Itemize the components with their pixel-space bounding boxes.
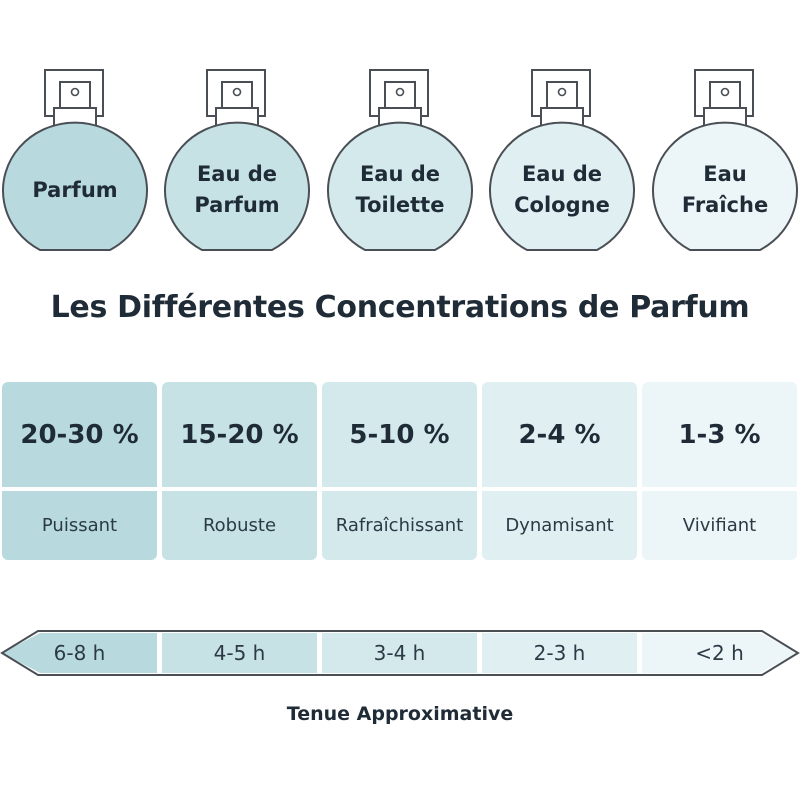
bottle-icon [2,69,148,251]
duration-label: 4-5 h [213,641,266,665]
duration-segment [482,633,637,673]
perfume-bottle: Eau Fraîche [650,68,800,258]
divider [322,487,477,491]
duration-segment [162,633,317,673]
bottle-icon [652,69,798,251]
duration-segment [642,633,797,673]
divider [2,487,157,491]
page-title: Les Différentes Concentrations de Parfum [50,290,750,325]
duration-label: 3-4 h [373,641,426,665]
perfume-bottle: Eau de Parfum [162,68,312,258]
concentration-description: Robuste [202,515,277,536]
concentration-column: 5-10 % Rafraîchissant [322,382,477,560]
bottle-label: Parfum [32,177,118,202]
concentration-description: Dynamisant [505,515,614,536]
perfume-bottle: Eau de Toilette [325,68,475,258]
bottle-icon [164,69,310,251]
divider [162,487,317,491]
bottle-icon [327,69,473,251]
arrow-outline [0,630,800,676]
perfume-bottle: Parfum [0,68,150,258]
concentration-description: Vivifiant [682,515,757,536]
bottle-label: Eau de Toilette [355,162,445,217]
bottle-label: Eau de Cologne [514,162,610,217]
concentration-description: Puissant [41,515,118,536]
duration-label: <2 h [695,641,744,665]
perfume-bottle: Eau de Cologne [487,68,637,258]
concentration-percent: 1-3 % [678,419,761,450]
bottle-label: Eau Fraîche [681,162,769,217]
duration-segment [322,633,477,673]
duration-label: 6-8 h [53,641,106,665]
duration-segment [2,633,157,673]
bottle-icon [489,69,635,251]
duration-title: Tenue Approximative [286,703,514,725]
duration-label: 2-3 h [533,641,586,665]
divider [642,487,797,491]
divider [482,487,637,491]
concentration-percent: 20-30 % [20,419,139,450]
concentration-column: 2-4 % Dynamisant [482,382,637,560]
concentration-column: 15-20 % Robuste [162,382,317,560]
concentration-percent: 15-20 % [180,419,299,450]
concentration-percent: 5-10 % [349,419,450,450]
bottle-label: Eau de Parfum [194,162,280,217]
concentration-column: 20-30 % Puissant [2,382,157,560]
concentration-description: Rafraîchissant [335,515,464,536]
duration-arrow [0,630,800,676]
concentration-column: 1-3 % Vivifiant [642,382,797,560]
concentration-percent: 2-4 % [518,419,601,450]
